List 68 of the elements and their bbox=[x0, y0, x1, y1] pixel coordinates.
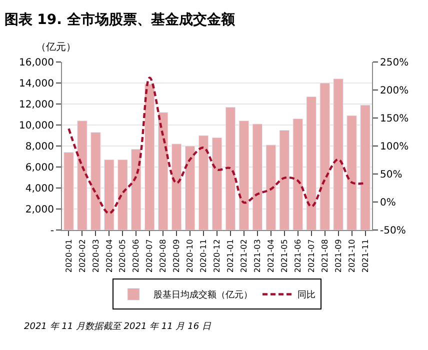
x-tick-label: 2021-01 bbox=[226, 239, 236, 273]
y-tick-label: - bbox=[50, 226, 54, 236]
y-tick-label: 4,000 bbox=[25, 184, 54, 194]
x-tick-label: 2020-05 bbox=[118, 239, 128, 273]
bar bbox=[212, 137, 222, 230]
x-tick-label: 2020-06 bbox=[132, 239, 141, 273]
y2-tick-label: 250% bbox=[380, 58, 409, 68]
bar bbox=[198, 135, 209, 230]
y2-tick-label: 150% bbox=[380, 114, 409, 124]
bar bbox=[279, 130, 290, 230]
bar bbox=[360, 104, 370, 230]
bar bbox=[292, 118, 303, 230]
x-tick-label: 2021-10 bbox=[347, 239, 356, 273]
bar bbox=[184, 146, 196, 230]
x-tick-label: 2021-02 bbox=[240, 239, 249, 273]
x-tick-label: 2020-07 bbox=[145, 239, 154, 273]
y2-tick-label: 100% bbox=[380, 142, 409, 152]
y-tick-label: 2,000 bbox=[25, 204, 54, 216]
x-tick-label: 2020-09 bbox=[172, 239, 182, 273]
bar bbox=[118, 159, 128, 230]
bar bbox=[90, 132, 101, 230]
bar bbox=[306, 96, 316, 230]
x-tick-label: 2021-08 bbox=[320, 239, 330, 273]
chart-title: 图表 19. 全市场股票、基金成交金额 bbox=[4, 10, 236, 28]
bar bbox=[64, 152, 74, 230]
x-tick-label: 2021-06 bbox=[293, 239, 302, 273]
bar bbox=[225, 106, 236, 230]
y2-tick-label: 50% bbox=[380, 170, 402, 180]
x-tick-label: 2020-12 bbox=[212, 239, 222, 273]
bar bbox=[320, 82, 330, 230]
bar bbox=[144, 84, 155, 230]
bar bbox=[346, 115, 357, 230]
legend-label: 同比 bbox=[298, 290, 316, 301]
bar bbox=[266, 144, 276, 230]
x-tick-label: 2020-04 bbox=[104, 239, 114, 273]
bar bbox=[333, 78, 344, 230]
x-tick-label: 2020-03 bbox=[91, 239, 100, 273]
x-tick-label: 2020-08 bbox=[158, 239, 168, 273]
bar bbox=[77, 120, 88, 230]
bar bbox=[238, 120, 250, 230]
y-tick-label: 12,000 bbox=[19, 100, 54, 110]
bar bbox=[104, 159, 114, 230]
bar bbox=[252, 124, 263, 230]
y-tick-label: 16,000 bbox=[19, 58, 54, 68]
y2-tick-label: -50% bbox=[380, 226, 406, 236]
x-tick-label: 2020-11 bbox=[199, 239, 208, 273]
line-series bbox=[68, 76, 366, 214]
x-tick-label: 2021-11 bbox=[360, 239, 370, 273]
x-tick-label: 2021-05 bbox=[280, 239, 289, 273]
y-axis-title: （亿元） bbox=[36, 42, 76, 53]
bar bbox=[158, 112, 168, 230]
x-tick-label: 2021-07 bbox=[306, 239, 316, 273]
x-tick-label: 2020-02 bbox=[78, 239, 87, 273]
text: 2021 年 11 月数据截至 2021 年 11 月 16 日 bbox=[24, 321, 212, 332]
legend-label: 股基日均成交额（亿元） bbox=[154, 290, 252, 301]
x-tick-label: 2020-01 bbox=[64, 239, 74, 273]
x-tick-label: 2021-03 bbox=[253, 239, 262, 273]
y2-tick-label: 0% bbox=[380, 198, 396, 208]
bar bbox=[131, 148, 142, 230]
x-tick-label: 2021-04 bbox=[266, 239, 276, 273]
y-tick-label: 6,000 bbox=[25, 162, 54, 174]
y-tick-label: 8,000 bbox=[25, 142, 54, 152]
y-tick-label: 14,000 bbox=[19, 78, 54, 90]
y2-tick-label: 200% bbox=[380, 86, 409, 96]
bar bbox=[171, 144, 182, 230]
y-tick-label: 10,000 bbox=[19, 120, 54, 132]
x-tick-label: 2021-09 bbox=[334, 239, 343, 273]
x-tick-label: 2020-10 bbox=[186, 239, 195, 273]
